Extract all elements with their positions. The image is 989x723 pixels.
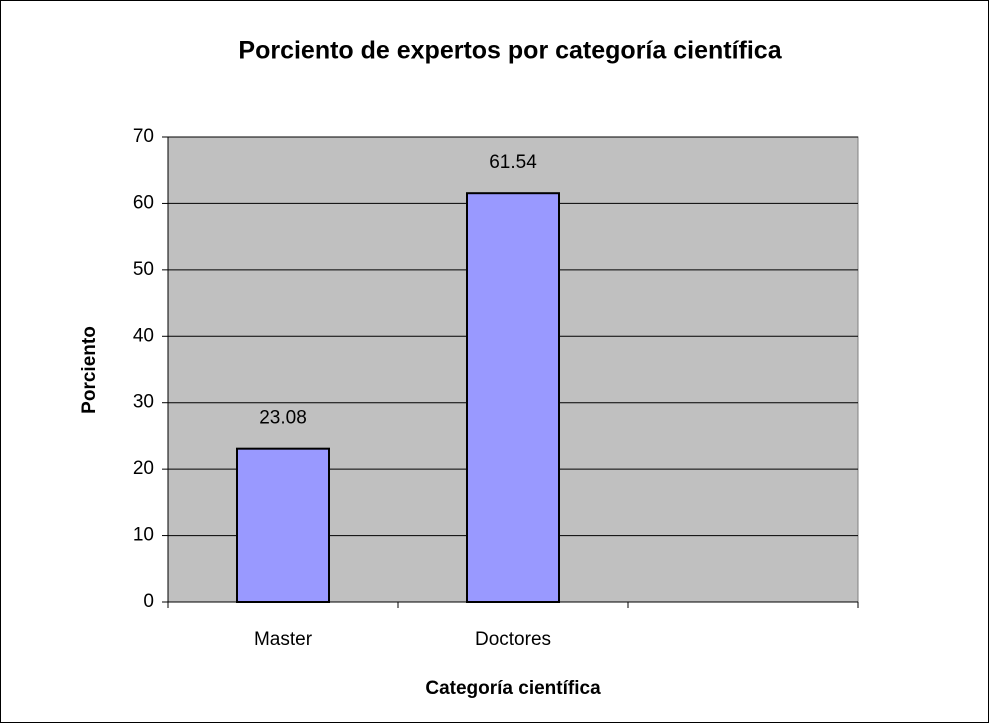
y-tick-label: 70 bbox=[133, 126, 154, 147]
y-tick-label: 50 bbox=[133, 259, 154, 280]
y-tick-label: 30 bbox=[133, 392, 154, 413]
y-axis-label: Porciento bbox=[79, 326, 100, 414]
data-label: 23.08 bbox=[259, 408, 307, 429]
bar bbox=[466, 192, 560, 603]
y-tick-label: 20 bbox=[133, 458, 154, 479]
y-tick-label: 40 bbox=[133, 325, 154, 346]
data-label: 61.54 bbox=[489, 152, 537, 173]
y-tick-label: 10 bbox=[133, 525, 154, 546]
x-tick-label: Doctores bbox=[475, 629, 551, 650]
chart-title: Porciento de expertos por categoría cien… bbox=[238, 37, 782, 65]
y-tick-label: 60 bbox=[133, 192, 154, 213]
y-tick-label: 0 bbox=[143, 591, 154, 612]
bar bbox=[236, 447, 330, 603]
x-tick-label: Master bbox=[254, 629, 313, 650]
x-axis-label: Categoría científica bbox=[425, 678, 601, 699]
